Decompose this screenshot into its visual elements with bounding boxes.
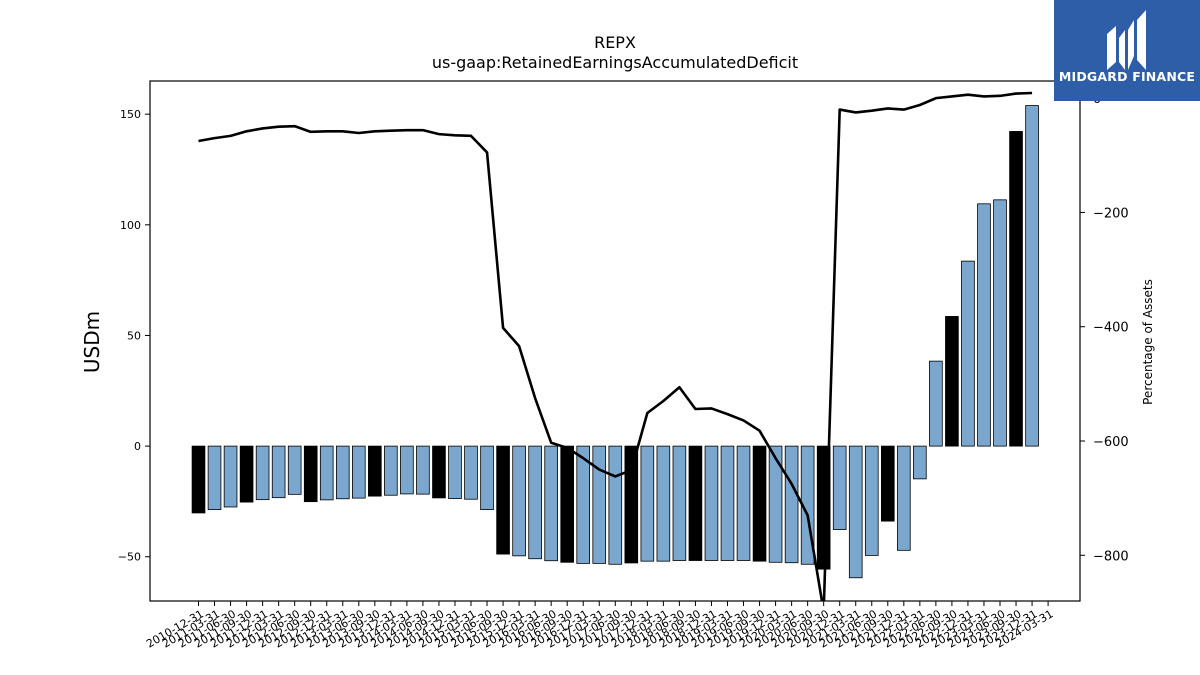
y2-tick-label: −600 bbox=[1093, 435, 1129, 450]
y-tick-label: 50 bbox=[127, 329, 141, 342]
percent-of-assets-line bbox=[198, 91, 1033, 601]
bar bbox=[287, 445, 302, 495]
y-tick-label: 0 bbox=[134, 440, 141, 453]
bar bbox=[191, 445, 206, 514]
bar bbox=[496, 445, 510, 555]
bar bbox=[993, 199, 1007, 447]
y2-axis-label: Percentage of Assets bbox=[1141, 279, 1155, 405]
bar bbox=[624, 445, 639, 564]
bar bbox=[832, 445, 847, 530]
bar bbox=[528, 445, 542, 560]
bar bbox=[464, 445, 478, 500]
bar bbox=[768, 445, 783, 563]
chart-title: REPX bbox=[594, 33, 636, 52]
y-tick-label: −50 bbox=[118, 551, 141, 564]
y-tick-label: 150 bbox=[120, 108, 141, 121]
bar bbox=[480, 445, 494, 511]
bar bbox=[560, 445, 574, 563]
bar bbox=[688, 445, 703, 561]
bar bbox=[784, 445, 799, 564]
bar bbox=[864, 445, 879, 556]
bar bbox=[255, 445, 270, 501]
y2-tick-label: −800 bbox=[1093, 549, 1129, 564]
axes: −50050100150−800−600−400−20002010-12-312… bbox=[118, 80, 1129, 651]
bar bbox=[704, 445, 719, 561]
bar bbox=[448, 445, 462, 499]
bar bbox=[368, 445, 382, 497]
midgard-m-icon bbox=[1107, 10, 1146, 70]
bar-series bbox=[191, 105, 1039, 579]
bar bbox=[929, 360, 943, 447]
bar bbox=[512, 445, 526, 557]
bar bbox=[880, 445, 895, 522]
y-tick-label: 100 bbox=[120, 219, 141, 232]
bar bbox=[351, 445, 366, 499]
bar bbox=[848, 445, 863, 579]
bar bbox=[640, 445, 655, 562]
bar bbox=[319, 445, 334, 501]
bar bbox=[400, 445, 414, 495]
brand-name: MIDGARD FINANCE bbox=[1058, 69, 1196, 84]
bar bbox=[576, 445, 591, 564]
y2-tick-label: −400 bbox=[1093, 321, 1129, 336]
y2-tick-label: −200 bbox=[1093, 206, 1129, 221]
bar bbox=[656, 445, 671, 562]
bar bbox=[303, 445, 318, 503]
bar bbox=[1009, 131, 1023, 447]
brand-logo: MIDGARD FINANCE bbox=[1054, 0, 1200, 101]
bar bbox=[207, 445, 222, 511]
bar bbox=[752, 445, 767, 562]
bar bbox=[592, 445, 607, 564]
bar bbox=[672, 445, 687, 561]
bar bbox=[608, 445, 623, 565]
y-axis-label: USDm bbox=[80, 311, 104, 373]
bar bbox=[432, 445, 446, 499]
bar bbox=[945, 316, 959, 447]
bar bbox=[335, 445, 350, 500]
bar bbox=[384, 445, 398, 496]
bar bbox=[897, 445, 911, 551]
chart-subtitle: us-gaap:RetainedEarningsAccumulatedDefic… bbox=[432, 53, 798, 72]
bar bbox=[239, 445, 254, 503]
bar bbox=[961, 260, 975, 447]
line-series bbox=[198, 91, 1033, 601]
bar bbox=[271, 445, 286, 499]
bar bbox=[720, 445, 735, 561]
bar bbox=[544, 445, 558, 562]
bar bbox=[223, 445, 238, 508]
bar bbox=[977, 203, 991, 447]
bar bbox=[736, 445, 751, 561]
bar bbox=[913, 445, 927, 480]
bar bbox=[416, 445, 430, 495]
bar bbox=[1025, 105, 1039, 447]
